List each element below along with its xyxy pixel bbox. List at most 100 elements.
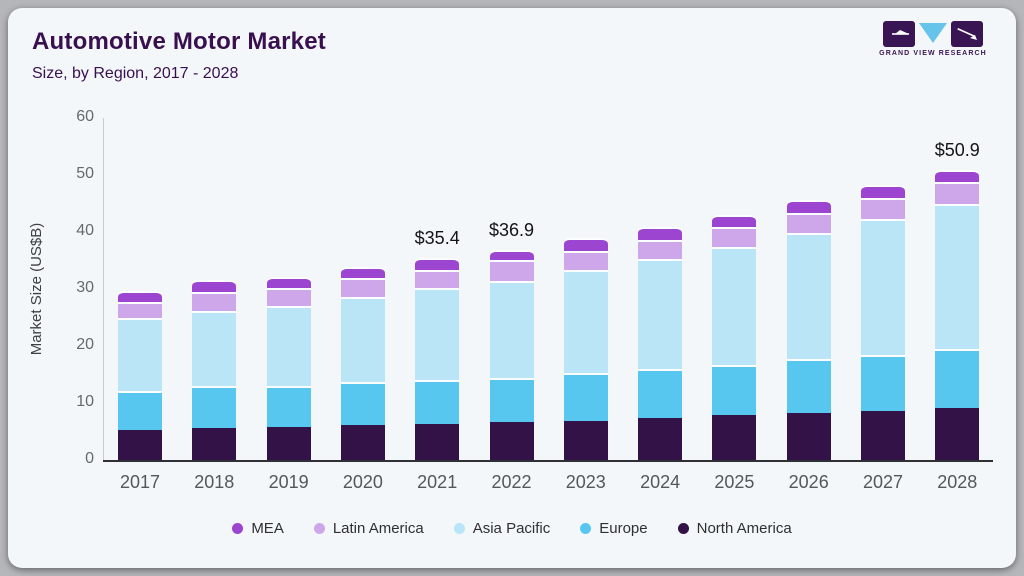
- bar-segment-2021-mea: [415, 258, 460, 271]
- bar-value-label-2021: $35.4: [414, 228, 460, 249]
- bar-segment-2021-europe: [415, 380, 460, 425]
- gvr-logo-icon: [883, 21, 983, 47]
- bar-segment-2023-north-america: [563, 420, 608, 460]
- bar-segment-2019-mea: [266, 277, 311, 288]
- legend-item-label: Latin America: [332, 520, 424, 537]
- grand-view-research-logo: GRAND VIEW RESEARCH: [878, 21, 988, 57]
- page-subtitle: Size, by Region, 2017 - 2028: [32, 65, 239, 82]
- bar-segment-2028-europe: [935, 349, 980, 408]
- legend-item-mea: MEA: [232, 520, 284, 537]
- legend-item-asia-pacific: Asia Pacific: [453, 520, 551, 537]
- bar-segment-2026-mea: [786, 200, 831, 213]
- legend-item-label: MEA: [251, 520, 284, 537]
- x-axis-label-2026: 2026: [788, 472, 829, 492]
- bar-segment-2019-asia-pacific: [266, 306, 311, 386]
- bar-segment-2024-europe: [638, 369, 683, 419]
- x-axis-label-2023: 2023: [565, 472, 606, 492]
- legend-item-label: Asia Pacific: [472, 520, 551, 537]
- chart-card: Automotive Motor Market Size, by Region,…: [8, 8, 1016, 568]
- x-axis-label-2021: 2021: [417, 472, 458, 492]
- legend-color-dot: [580, 523, 592, 534]
- legend-color-dot: [677, 523, 689, 534]
- legend-color-dot: [232, 523, 244, 534]
- bar-segment-2027-europe: [861, 355, 905, 411]
- legend-color-dot: [313, 523, 325, 534]
- x-axis-label-2025: 2025: [714, 472, 755, 492]
- bar-segment-2017-mea: [118, 290, 162, 302]
- x-axis-label-2020: 2020: [342, 472, 383, 492]
- bar-segment-2020-mea: [340, 266, 385, 278]
- bar-segment-2022-europe: [489, 377, 534, 422]
- bar-value-label-2022: $36.9: [488, 219, 535, 240]
- bar-segment-2021-north-america: [415, 424, 460, 460]
- bar-segment-2019-latin-america: [266, 287, 311, 307]
- chart-legend: MEA Latin America Asia Pacific Europe North …: [8, 520, 1016, 537]
- bar-segment-2028-north-america: [935, 407, 980, 460]
- bar-segment-2024-latin-america: [638, 239, 683, 259]
- bar-segment-2026-latin-america: [786, 212, 831, 234]
- bar-segment-2018-asia-pacific: [192, 310, 237, 387]
- x-axis-line: [103, 460, 993, 462]
- bar-segment-2022-asia-pacific: [489, 281, 534, 378]
- bar-segment-2022-mea: [489, 249, 534, 260]
- bar-segment-2025-asia-pacific: [712, 247, 757, 366]
- bar-segment-2020-europe: [340, 382, 385, 426]
- bar-segment-2017-europe: [118, 391, 162, 430]
- bar-segment-2028-asia-pacific: [935, 204, 980, 350]
- bar-segment-2027-latin-america: [861, 197, 905, 220]
- bar-value-label-2028: $50.9: [934, 139, 980, 160]
- bar-segment-2026-europe: [786, 359, 831, 414]
- x-axis-label-2017: 2017: [119, 472, 161, 492]
- bar-segment-2020-asia-pacific: [340, 296, 385, 383]
- legend-item-label: North America: [696, 520, 792, 537]
- bar-segment-2024-north-america: [638, 418, 683, 460]
- legend-item-north-america: North America: [677, 520, 792, 537]
- x-axis-label-2019: 2019: [268, 472, 309, 492]
- x-axis-label-2028: 2028: [937, 472, 978, 492]
- bar-segment-2021-asia-pacific: [415, 288, 460, 381]
- x-axis-label-2027: 2027: [862, 472, 904, 492]
- bar-segment-2025-latin-america: [712, 226, 757, 248]
- bar-segment-2019-europe: [266, 385, 311, 427]
- bar-segment-2017-latin-america: [118, 301, 162, 319]
- bar-segment-2027-asia-pacific: [861, 219, 905, 356]
- x-axis-label-2022: 2022: [491, 472, 532, 492]
- logo-text: GRAND VIEW RESEARCH: [879, 50, 987, 57]
- bar-segment-2022-latin-america: [489, 259, 534, 281]
- bar-segment-2022-north-america: [489, 421, 534, 460]
- bar-segment-2023-europe: [563, 372, 608, 421]
- bar-segment-2027-north-america: [861, 410, 905, 460]
- y-tick-label-10: 10: [76, 393, 94, 410]
- bar-segment-2021-latin-america: [415, 270, 460, 289]
- legend-item-label: Europe: [599, 520, 648, 537]
- legend-color-dot: [453, 523, 465, 534]
- bar-segment-2018-mea: [192, 280, 237, 292]
- bar-segment-2023-mea: [563, 238, 608, 252]
- bar-segment-2017-asia-pacific: [118, 318, 162, 392]
- y-tick-label-60: 60: [76, 108, 94, 125]
- bar-segment-2023-latin-america: [563, 251, 608, 270]
- bar-segment-2026-north-america: [786, 413, 831, 460]
- bar-segment-2024-mea: [638, 227, 683, 240]
- y-axis-title: Market Size (US$B): [28, 222, 45, 356]
- bar-segment-2023-asia-pacific: [563, 269, 608, 373]
- bar-segment-2018-north-america: [192, 427, 237, 460]
- bar-segment-2020-north-america: [340, 425, 385, 460]
- bar-segment-2024-asia-pacific: [638, 258, 683, 370]
- page-title: Automotive Motor Market: [32, 28, 326, 55]
- bar-segment-2019-north-america: [266, 426, 311, 460]
- y-tick-label-40: 40: [76, 222, 94, 239]
- stacked-bar-chart: Market Size (US$B) 0 10 20 30 40 50 60 2017 2018…: [8, 8, 1016, 568]
- bar-segment-2017-north-america: [118, 429, 162, 460]
- y-tick-label-20: 20: [76, 336, 94, 353]
- x-axis-label-2024: 2024: [640, 472, 681, 492]
- y-tick-label-0: 0: [85, 450, 94, 467]
- legend-item-europe: Europe: [580, 520, 648, 537]
- bar-segment-2027-mea: [861, 185, 905, 198]
- bar-segment-2025-mea: [712, 215, 757, 227]
- y-tick-label-50: 50: [76, 165, 94, 182]
- bar-segment-2028-mea: [935, 169, 980, 182]
- x-axis-label-2018: 2018: [194, 472, 235, 492]
- bar-segment-2028-latin-america: [935, 181, 980, 205]
